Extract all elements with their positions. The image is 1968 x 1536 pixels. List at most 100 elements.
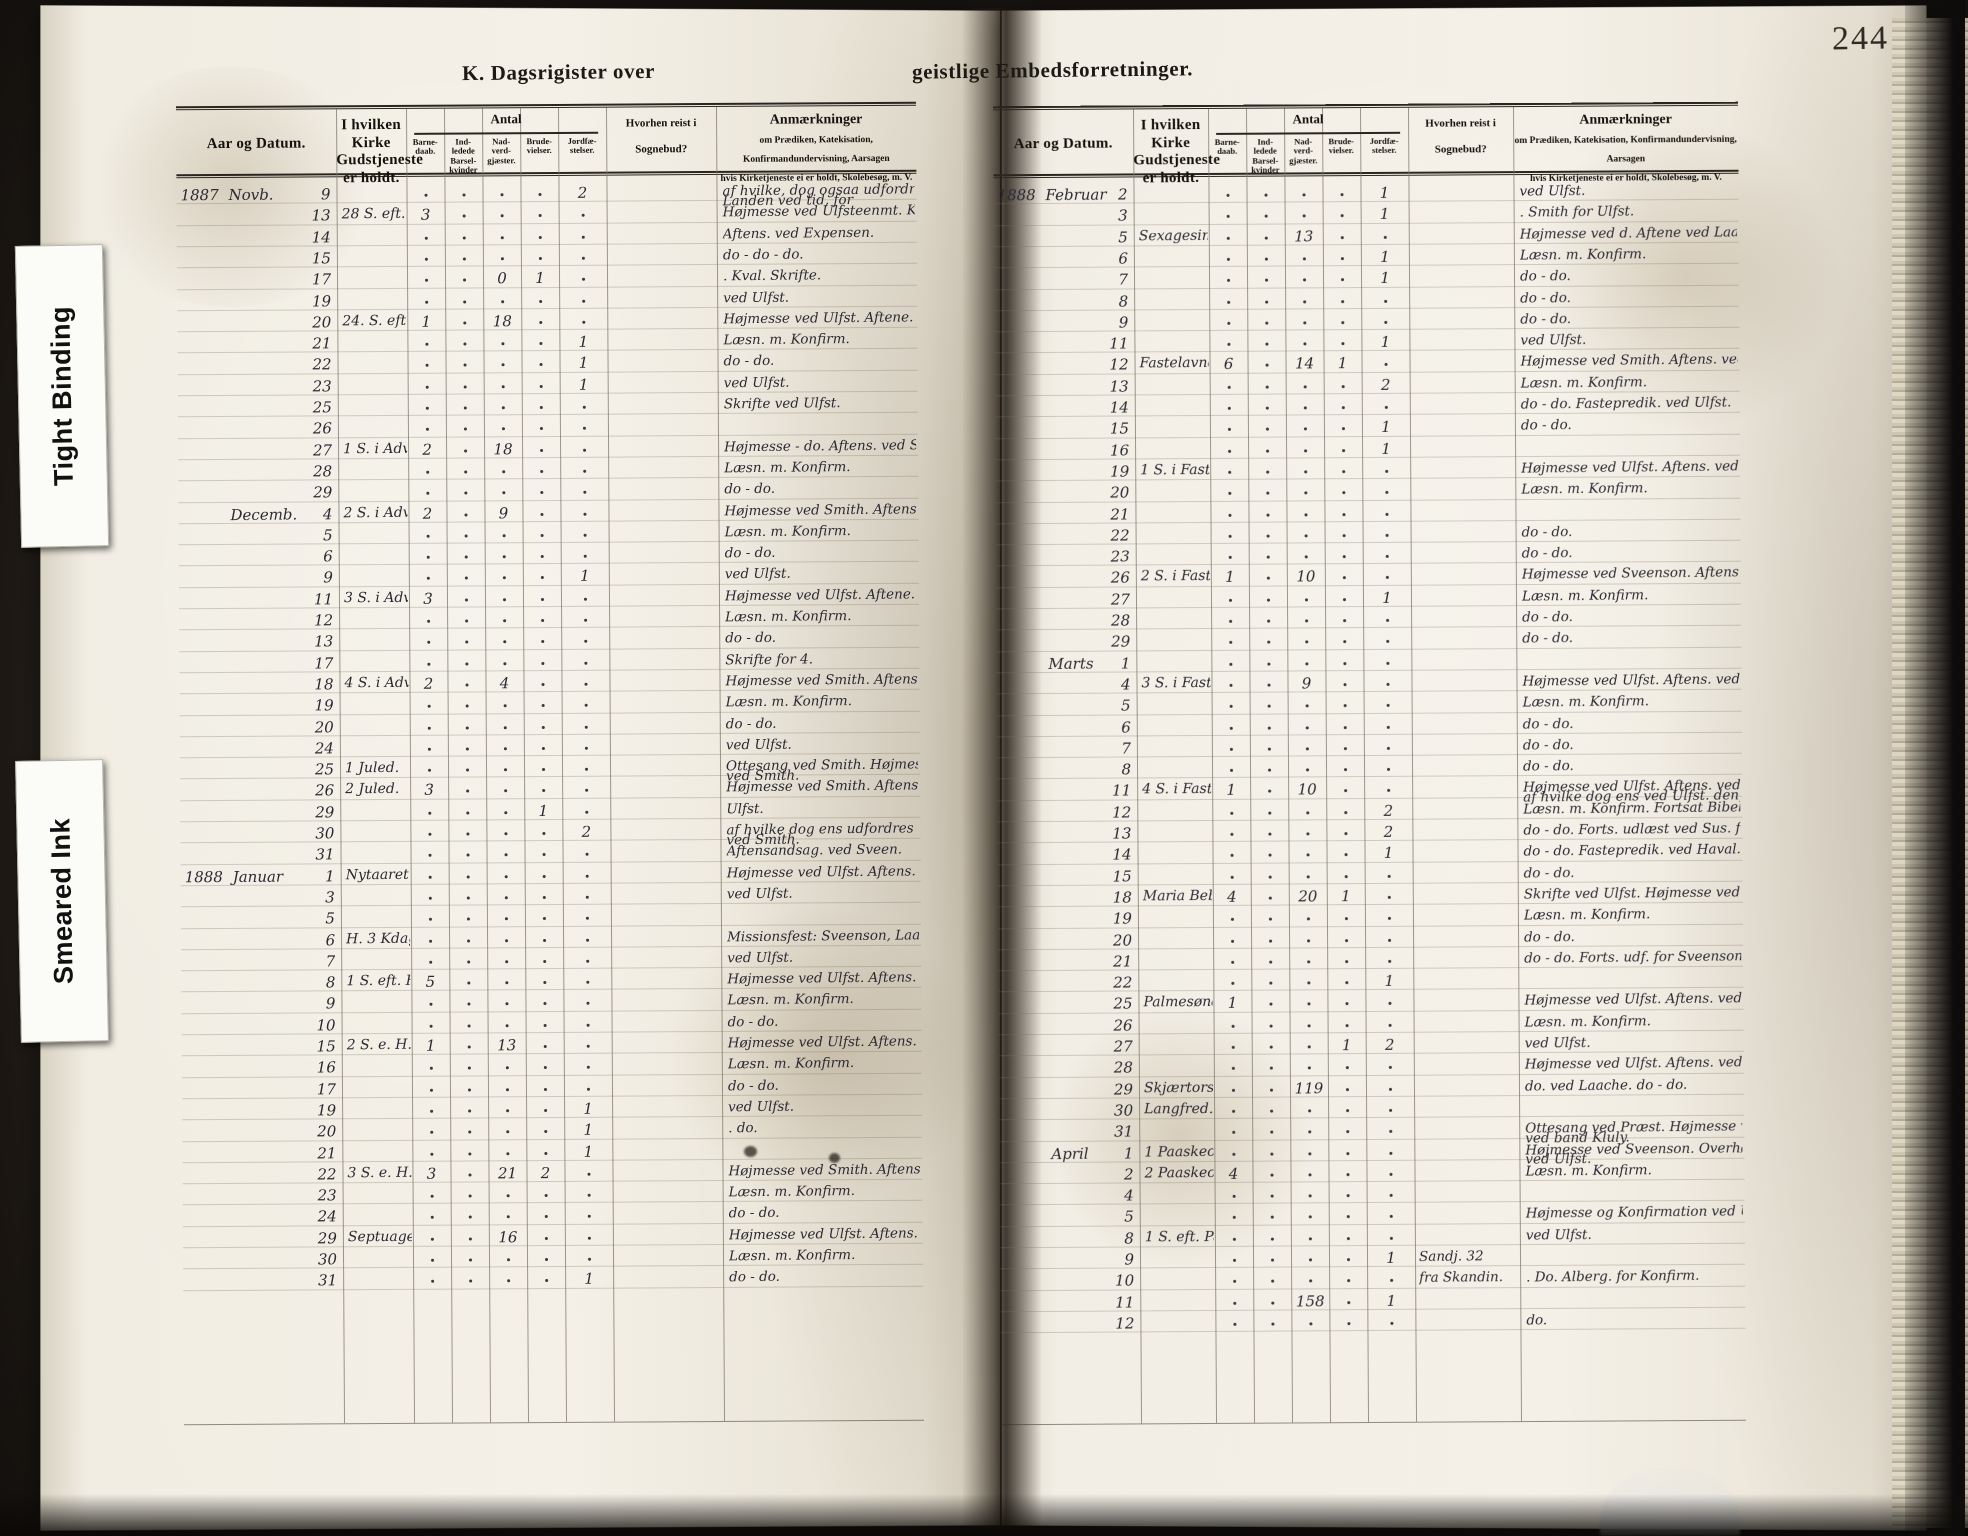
cell-day: 4 xyxy=(1124,1186,1134,1205)
cell-empty-mark xyxy=(1346,1130,1350,1134)
cell-empty-mark xyxy=(1230,854,1234,858)
cell-empty-mark xyxy=(582,427,586,431)
cell-empty-mark xyxy=(585,810,589,814)
cell-empty-mark xyxy=(1307,981,1311,985)
annotation-tab-smeared-ink[interactable]: Smeared Ink xyxy=(15,759,109,1043)
cell-empty-mark xyxy=(1386,725,1390,729)
cell-count: 1 xyxy=(535,269,545,288)
cell-empty-mark xyxy=(504,853,508,857)
cell-remarks: Missionsfest: Sveenson, Laache, Johnson. xyxy=(726,926,920,945)
column-header-remarks: Anmærkninger om Prædiken, Katekisation, K… xyxy=(1514,112,1737,184)
cell-remarks: Læsn. m. Konfirm. xyxy=(728,1183,856,1201)
cell-day: 19 xyxy=(316,1101,337,1120)
cell-count: 1 xyxy=(1382,588,1392,607)
cell-empty-mark xyxy=(426,577,430,581)
cell-empty-mark xyxy=(1230,768,1234,772)
cell-remarks: ved Ulfst. xyxy=(727,949,794,967)
cell-empty-mark xyxy=(502,597,507,601)
cell-empty-mark xyxy=(426,491,430,495)
cell-remarks: do - do. xyxy=(1520,289,1571,307)
cell-day: 1 xyxy=(1123,1143,1134,1162)
cell-day: 20 xyxy=(314,717,334,736)
cell-empty-mark xyxy=(1344,810,1348,814)
cell-empty-mark xyxy=(1265,321,1269,325)
cell-empty-mark xyxy=(1342,576,1346,580)
cell-empty-mark xyxy=(1232,1131,1236,1135)
cell-empty-mark xyxy=(1305,747,1309,751)
cell-remarks: Højmesse ved Smith. Aftens. ved Sve. xyxy=(728,1161,921,1180)
cell-remarks: do - do. xyxy=(728,1205,780,1222)
cell-empty-mark xyxy=(463,385,467,389)
cell-remarks: do - do. Forts. udf. for Sveenson. xyxy=(1524,948,1742,967)
cell-remarks: Højmesse ved Smith. Aftens. ved Sveen. xyxy=(1520,351,1738,370)
cell-empty-mark xyxy=(504,874,508,878)
cell-day: 8 xyxy=(1121,760,1132,779)
cell-count: 16 xyxy=(498,1227,518,1246)
cell-empty-mark xyxy=(466,789,470,793)
cell-empty-mark xyxy=(1341,299,1345,303)
cell-empty-mark xyxy=(503,725,507,729)
cell-empty-mark xyxy=(544,1108,548,1112)
cell-empty-mark xyxy=(1266,491,1270,495)
cell-empty-mark xyxy=(1229,705,1233,709)
cell-day: 17 xyxy=(311,270,332,289)
cell-empty-mark xyxy=(464,555,468,559)
cell-empty-mark xyxy=(585,767,589,771)
cell-day: 10 xyxy=(1114,1271,1135,1290)
cell-empty-mark xyxy=(1264,257,1268,261)
cell-empty-mark xyxy=(465,640,469,644)
cell-day: 15 xyxy=(1112,867,1132,886)
cell-empty-mark xyxy=(1269,1066,1273,1070)
cell-church: 3 S. e. H. 3 K. xyxy=(347,1164,412,1182)
cell-empty-mark xyxy=(1270,1130,1274,1134)
cell-remarks: Skrifte for 4. xyxy=(725,651,814,668)
cell-empty-mark xyxy=(1384,299,1388,303)
column-header-baptisms: Barne-daab. xyxy=(1214,136,1240,157)
cell-empty-mark xyxy=(1342,533,1346,537)
cell-day: 4 xyxy=(1120,675,1131,694)
column-divider xyxy=(481,108,492,1423)
column-header-church: I hvilken Kirke Gudstjeneste er holdt. xyxy=(1133,117,1221,187)
cell-empty-mark xyxy=(1270,1237,1274,1241)
ink-blot xyxy=(744,1146,757,1157)
cell-empty-mark xyxy=(429,939,433,943)
cell-remarks: . Do. Alberg. for Konfirm. xyxy=(1526,1268,1700,1286)
cell-empty-mark xyxy=(1346,1194,1350,1198)
cell-empty-mark xyxy=(1309,1279,1313,1283)
cell-empty-mark xyxy=(1387,895,1391,899)
cell-day: 25 xyxy=(314,760,335,779)
cell-empty-mark xyxy=(586,980,590,984)
cell-day: 31 xyxy=(315,845,335,864)
cell-empty-mark xyxy=(1385,512,1389,516)
cell-empty-mark xyxy=(582,320,586,324)
cell-remarks: Skrifte ved Ulfst. xyxy=(723,395,841,413)
cell-empty-mark xyxy=(426,555,430,559)
cell-year: 1888 xyxy=(184,867,223,886)
cell-empty-mark xyxy=(543,1002,547,1006)
cell-day: 5 xyxy=(1124,1207,1134,1226)
cell-count: 4 xyxy=(1226,887,1237,906)
cell-empty-mark xyxy=(1303,385,1307,389)
cell-day: 9 xyxy=(1118,313,1129,332)
cell-count: 1 xyxy=(425,1036,436,1055)
cell-empty-mark xyxy=(1303,299,1307,303)
cell-empty-mark xyxy=(504,917,508,921)
column-header-travel: Hvorhen reist i Sognebud? xyxy=(1425,117,1496,156)
cell-count: 2 xyxy=(1383,801,1394,820)
cell-day: 26 xyxy=(315,781,335,800)
cell-empty-mark xyxy=(1265,406,1269,410)
cell-church: 2 S. e. H. 3 K. xyxy=(346,1036,411,1054)
cell-empty-mark xyxy=(1386,640,1390,644)
cell-remarks: do - do. xyxy=(1523,928,1575,946)
cell-remarks: do - do. xyxy=(724,481,776,498)
cell-empty-mark xyxy=(1386,661,1390,665)
cell-count: 13 xyxy=(1294,226,1314,246)
cell-empty-mark xyxy=(1231,939,1235,943)
annotation-tab-tight-binding[interactable]: Tight Binding xyxy=(14,244,110,548)
cell-day: 5 xyxy=(322,526,333,545)
right-register-table: Antal Aar og Datum. I hvilken Kirke Gudstje… xyxy=(992,101,1747,1427)
column-header-date: Aar og Datum. xyxy=(1013,135,1113,153)
cell-empty-mark xyxy=(465,747,469,751)
cell-empty-mark xyxy=(1386,746,1390,750)
cell-church: 2 S. i Faste xyxy=(1140,568,1210,585)
